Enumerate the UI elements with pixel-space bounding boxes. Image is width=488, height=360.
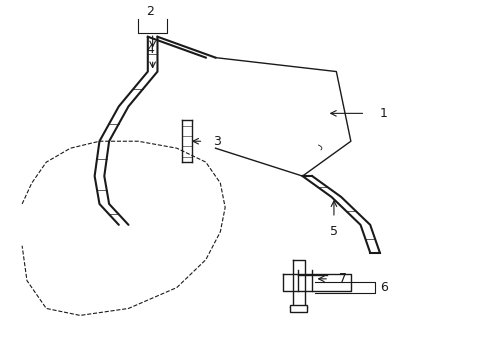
- Text: 6: 6: [379, 281, 387, 294]
- Text: 1: 1: [379, 107, 387, 120]
- Text: 3: 3: [213, 135, 221, 148]
- Text: 4: 4: [146, 43, 154, 56]
- Text: 2: 2: [146, 5, 154, 18]
- Bar: [290, 305, 307, 312]
- Text: 7: 7: [338, 272, 346, 285]
- Text: 5: 5: [329, 225, 337, 238]
